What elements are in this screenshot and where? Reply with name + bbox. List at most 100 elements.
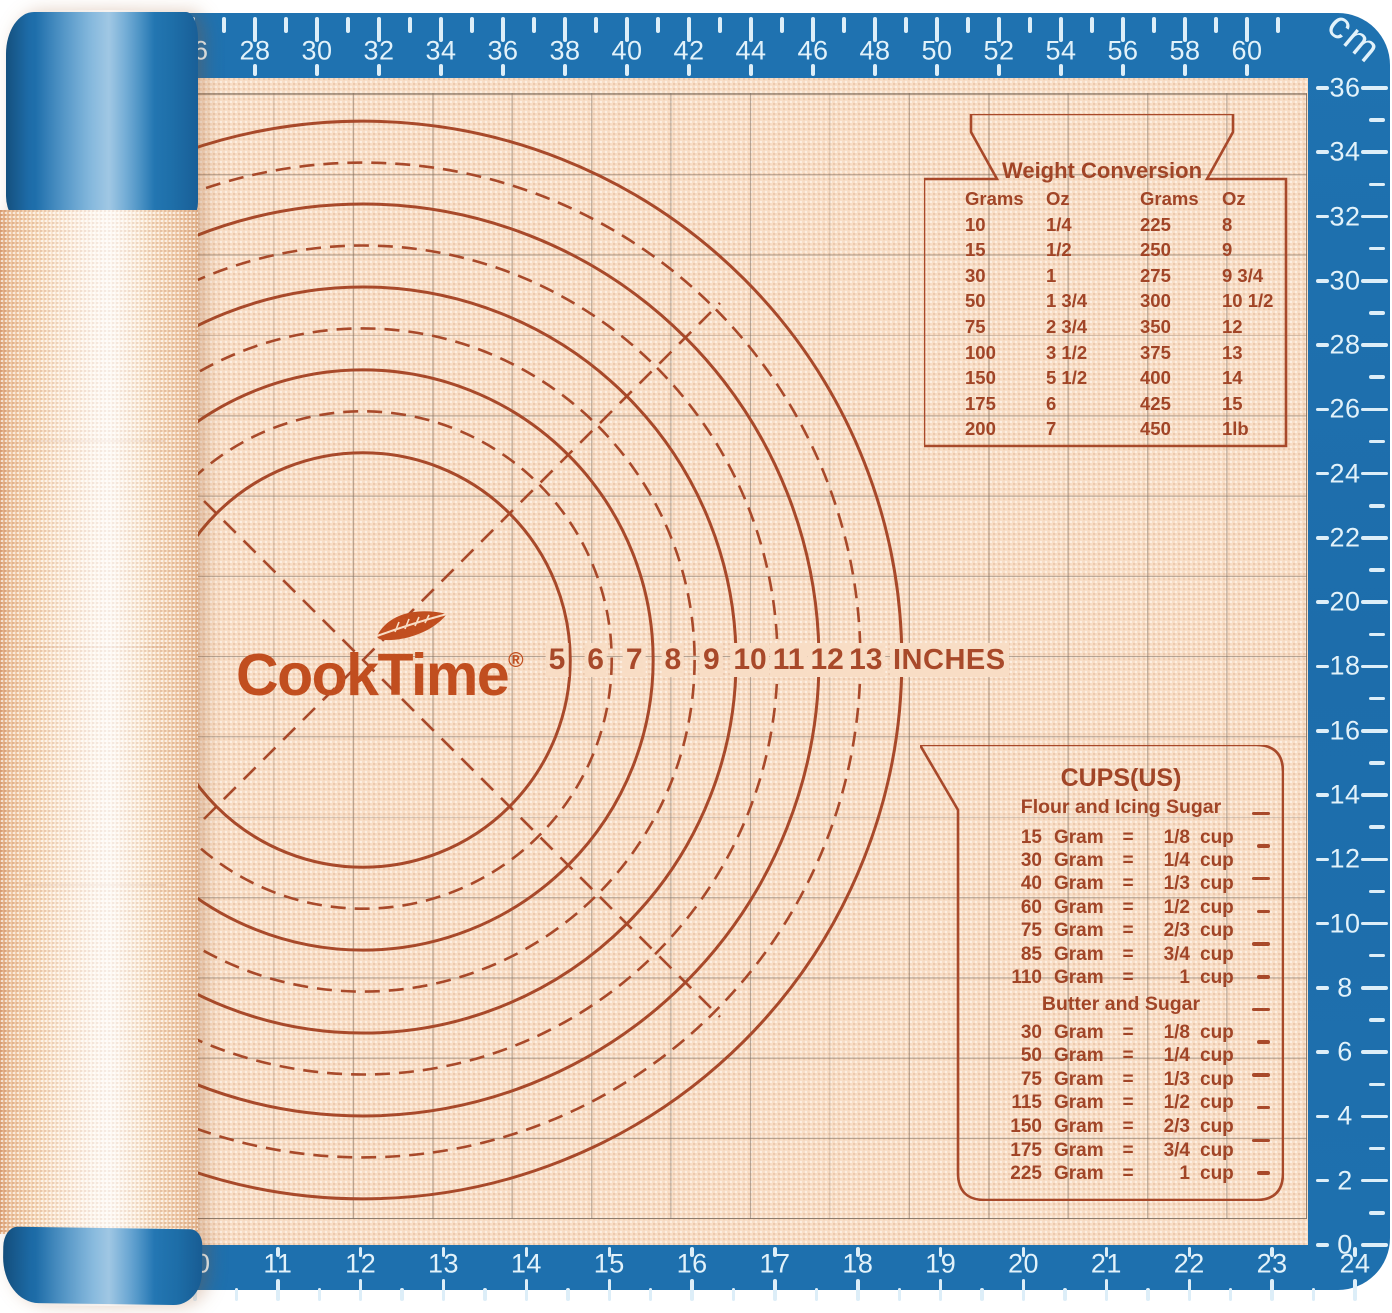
right-ruler-tick-right-20	[1361, 600, 1388, 604]
bottom-ruler-edge-tick-12	[358, 1247, 363, 1257]
cups-flour-row-1-part5: cup	[1200, 849, 1234, 871]
cups-flour-row-5-part5: cup	[1200, 943, 1234, 965]
cups-butter-row-4-part2: Gram	[1054, 1115, 1104, 1137]
cups-flour-row-6-part2: Gram	[1054, 966, 1104, 988]
bottom-ruler-tick-16	[690, 1279, 694, 1301]
top-ruler-edge-tick-28	[253, 64, 257, 76]
top-ruler-number-44: 44	[735, 35, 767, 66]
bottom-ruler-halftick-20.5	[1063, 1288, 1067, 1301]
circle-label-13: 13	[846, 643, 886, 677]
top-ruler-tick-52	[997, 17, 1001, 42]
bottom-ruler-tick-11	[276, 1279, 280, 1301]
cups-flour-row-1: 30 Gram = 1/4 cup	[1000, 849, 1234, 872]
top-ruler-tick-37	[532, 17, 536, 33]
right-ruler-tick-right-12	[1361, 857, 1388, 862]
cups-butter-row-5-part5: cup	[1200, 1139, 1234, 1161]
cups-butter-row-6-part4: 1	[1179, 1163, 1190, 1185]
weight-row-8: 200 7 450 1lb	[965, 416, 1282, 442]
top-ruler-number-56: 56	[1107, 35, 1139, 66]
bottom-ruler-halftick-10.5	[234, 1288, 239, 1301]
cups-flour-row-1-part1: 30	[1020, 849, 1042, 871]
circle-8-inch	[188, 327, 696, 993]
cups-butter-row-1-part4: 1/4	[1163, 1045, 1190, 1067]
right-ruler-tick-25	[1369, 439, 1385, 444]
right-ruler-number-8: 8	[1337, 972, 1353, 1003]
top-ruler-tick-53	[1028, 17, 1032, 33]
right-ruler-tick-right-8	[1361, 986, 1388, 990]
right-ruler-tick-left-22	[1316, 536, 1329, 540]
top-ruler-tick-49	[904, 17, 908, 33]
bottom-ruler-tick-15	[607, 1279, 612, 1301]
right-ruler-number-14: 14	[1329, 779, 1361, 810]
weight-row-6-col4: 14	[1222, 367, 1243, 389]
cup-tick-mark	[1257, 844, 1270, 848]
cups-flour-row-0-part4: 1/8	[1163, 826, 1190, 848]
top-ruler-edge-tick-52	[997, 64, 1001, 76]
cup-tick-mark	[1252, 1073, 1270, 1077]
cup-tick-mark	[1252, 1007, 1270, 1012]
weight-row-2: 30 1 275 9 3/4	[965, 263, 1282, 289]
top-ruler-edge-tick-50	[935, 64, 939, 76]
bottom-ruler-halftick-23.5	[1311, 1288, 1316, 1301]
right-ruler-tick-1	[1369, 1211, 1385, 1215]
bottom-ruler-halftick-16.5	[731, 1288, 736, 1301]
right-ruler-number-34: 34	[1329, 136, 1361, 167]
right-ruler-tick-right-36	[1361, 86, 1388, 90]
cups-flour-row-0-part1: 15	[1020, 826, 1042, 848]
circle-7-inch	[188, 368, 655, 952]
cups-flour-row-2-part2: Gram	[1054, 873, 1104, 895]
top-ruler-edge-tick-60	[1245, 64, 1249, 76]
right-ruler-tick-left-2	[1316, 1178, 1329, 1183]
circle-label-7: 7	[622, 643, 646, 677]
top-ruler-tick-38	[563, 17, 567, 42]
cups-butter-row-3-part1: 115	[1011, 1092, 1042, 1114]
top-ruler-tick-54	[1059, 17, 1063, 42]
cups-butter-row-4-part3: =	[1122, 1115, 1134, 1137]
top-ruler-number-58: 58	[1169, 35, 1201, 66]
bottom-ruler-number-17: 17	[759, 1248, 791, 1279]
bottom-ruler-edge-tick-11	[276, 1247, 280, 1257]
circle-5-inch	[188, 451, 572, 869]
cups-flour-row-0: 15 Gram = 1/8 cup	[1000, 826, 1234, 849]
right-ruler-tick-right-18	[1361, 664, 1388, 669]
weight-row-3: 50 1 3/4 300 10 1/2	[965, 288, 1282, 314]
weight-row-6-col2: 5 1/2	[1046, 367, 1088, 389]
right-ruler-tick-33	[1369, 182, 1385, 187]
diagonal-guide-line	[188, 302, 721, 837]
bottom-ruler-tick-13	[441, 1279, 446, 1301]
bottom-ruler-edge-tick-20	[1021, 1247, 1026, 1257]
top-ruler-tick-43	[718, 17, 722, 33]
bottom-ruler-number-15: 15	[593, 1248, 625, 1279]
cup-tick-mark	[1257, 1171, 1270, 1175]
cups-flour-row-6-part4: 1	[1179, 966, 1190, 988]
cups-flour-row-3-part4: 1/2	[1163, 896, 1190, 918]
bottom-ruler-edge-tick-13	[441, 1247, 446, 1257]
top-ruler-edge-tick-36	[501, 64, 505, 76]
cups-butter-row-1-part2: Gram	[1054, 1045, 1104, 1067]
cups-flour-row-0-part2: Gram	[1054, 826, 1104, 848]
weight-row-2-col3: 275	[1140, 264, 1171, 286]
circle-6-inch	[188, 410, 613, 910]
weight-row-1-col3: 250	[1140, 239, 1171, 261]
cups-flour-row-2-part3: =	[1122, 873, 1134, 895]
right-ruler-tick-right-28	[1361, 343, 1388, 347]
weight-row-8-col2: 7	[1046, 418, 1057, 440]
top-ruler-tick-61	[1276, 17, 1280, 33]
cups-flour-row-5-part3: =	[1122, 943, 1134, 965]
right-ruler-tick-13	[1369, 825, 1385, 829]
cups-butter-row-6-part5: cup	[1200, 1163, 1234, 1185]
cups-flour-row-1-part4: 1/4	[1163, 849, 1190, 871]
cups-flour-row-0-part3: =	[1122, 826, 1134, 848]
right-ruler-tick-left-24	[1316, 471, 1329, 476]
weight-row-4-col3: 350	[1140, 315, 1171, 337]
right-ruler-tick-23	[1369, 504, 1385, 508]
bottom-ruler-tick-24	[1353, 1279, 1357, 1301]
weight-row-1-col4: 9	[1222, 239, 1233, 261]
right-ruler-tick-left-14	[1316, 793, 1329, 797]
cup-tick-mark	[1252, 1138, 1270, 1142]
bottom-ruler-halftick-14.5	[566, 1288, 570, 1301]
logo-time: Time	[377, 642, 510, 708]
top-ruler-edge-tick-32	[377, 64, 381, 76]
brand-logo: CookTime®	[236, 611, 524, 708]
